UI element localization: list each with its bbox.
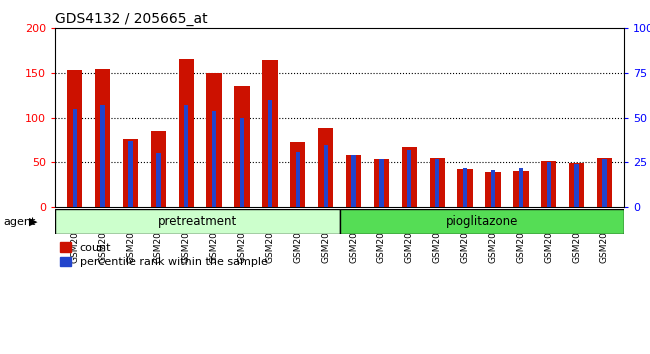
- Bar: [318, 129, 333, 207]
- Bar: [156, 154, 161, 207]
- Text: GDS4132 / 205665_at: GDS4132 / 205665_at: [55, 12, 208, 27]
- Bar: [179, 59, 194, 207]
- Bar: [380, 159, 383, 207]
- Bar: [268, 100, 272, 207]
- Bar: [547, 162, 551, 207]
- Bar: [101, 105, 105, 207]
- Bar: [55, 209, 339, 234]
- Bar: [541, 161, 556, 207]
- Bar: [184, 105, 188, 207]
- Bar: [123, 139, 138, 207]
- Bar: [262, 61, 278, 207]
- Bar: [402, 147, 417, 207]
- Bar: [151, 131, 166, 207]
- Text: ▶: ▶: [29, 217, 38, 227]
- Bar: [129, 141, 133, 207]
- Bar: [519, 168, 523, 207]
- Bar: [603, 159, 606, 207]
- Bar: [339, 209, 624, 234]
- Bar: [346, 155, 361, 207]
- Bar: [435, 159, 439, 207]
- Bar: [486, 172, 500, 207]
- Bar: [575, 164, 578, 207]
- Bar: [407, 150, 411, 207]
- Bar: [430, 158, 445, 207]
- Bar: [235, 86, 250, 207]
- Text: pioglitazone: pioglitazone: [446, 215, 518, 228]
- Bar: [212, 110, 216, 207]
- Bar: [491, 170, 495, 207]
- Bar: [324, 144, 328, 207]
- Bar: [73, 109, 77, 207]
- Bar: [207, 73, 222, 207]
- Bar: [514, 171, 528, 207]
- Bar: [290, 142, 305, 207]
- Bar: [67, 70, 83, 207]
- Bar: [374, 159, 389, 207]
- Text: pretreatment: pretreatment: [158, 215, 237, 228]
- Bar: [95, 69, 110, 207]
- Bar: [463, 168, 467, 207]
- Bar: [296, 152, 300, 207]
- Legend: count, percentile rank within the sample: count, percentile rank within the sample: [55, 238, 272, 272]
- Bar: [597, 158, 612, 207]
- Text: agent: agent: [3, 217, 36, 227]
- Bar: [240, 118, 244, 207]
- Bar: [569, 163, 584, 207]
- Bar: [458, 169, 473, 207]
- Bar: [352, 155, 356, 207]
